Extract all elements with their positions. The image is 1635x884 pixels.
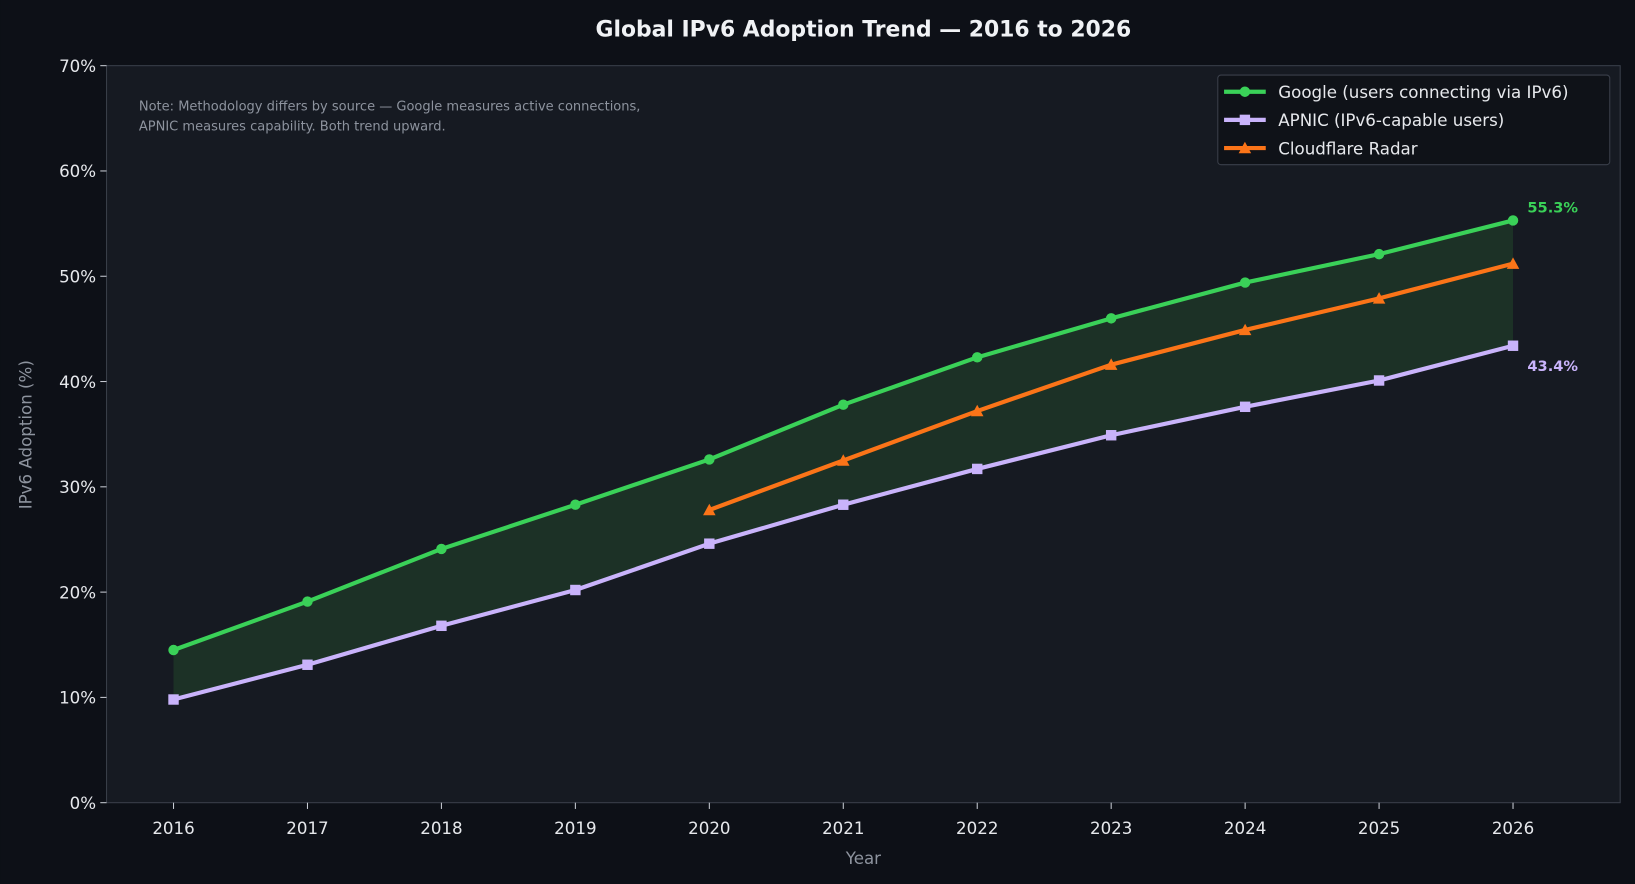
x-tick-label: 2018 — [420, 819, 462, 838]
y-tick-label: 20% — [59, 583, 96, 602]
x-tick-label: 2026 — [1492, 819, 1534, 838]
x-tick-label: 2017 — [286, 819, 328, 838]
data-point-square — [570, 584, 581, 596]
data-point-circle — [302, 596, 313, 607]
data-point-triangle — [1104, 358, 1118, 370]
data-point-triangle — [837, 454, 850, 466]
legend-label: Google (users connecting via IPv6) — [1278, 83, 1568, 102]
y-tick-label: 70% — [59, 57, 96, 76]
data-point-circle — [570, 499, 581, 510]
data-point-circle — [704, 454, 715, 465]
data-point-square — [838, 499, 849, 510]
data-point-circle — [436, 543, 447, 555]
data-point-circle — [972, 352, 983, 363]
apnic-end-label: 43.4% — [1527, 358, 1578, 375]
data-point-circle — [1105, 313, 1117, 324]
data-point-square — [1507, 340, 1519, 351]
data-point-circle — [838, 399, 849, 410]
data-point-square — [302, 659, 313, 670]
data-point-square — [1239, 401, 1251, 413]
data-point-circle — [1239, 277, 1251, 288]
data-point-circle — [1507, 215, 1519, 226]
google-end-label: 55.3% — [1527, 200, 1578, 217]
data-point-square — [168, 694, 179, 705]
data-point-triangle — [1372, 292, 1386, 304]
x-tick-label: 2016 — [152, 819, 194, 838]
legend-label: APNIC (IPv6-capable users) — [1278, 111, 1504, 130]
data-point-square — [1239, 114, 1251, 126]
series-triangle — [703, 257, 1520, 516]
series-square — [168, 340, 1519, 705]
data-point-triangle — [703, 503, 716, 516]
x-tick-label: 2020 — [688, 819, 730, 838]
y-tick-label: 40% — [59, 373, 96, 392]
data-point-circle — [168, 644, 179, 656]
note-line-2: APNIC measures capability. Both trend up… — [139, 119, 446, 134]
y-tick-label: 50% — [59, 268, 96, 287]
legend: Google (users connecting via IPv6) APNIC … — [1217, 74, 1611, 166]
data-point-square — [972, 463, 983, 475]
x-tick-label: 2024 — [1224, 819, 1266, 838]
x-tick-label: 2025 — [1358, 819, 1400, 838]
data-point-triangle — [1506, 257, 1520, 269]
y-tick-label: 30% — [59, 478, 96, 497]
data-point-square — [1105, 430, 1117, 441]
y-tick-label: 0% — [70, 794, 96, 813]
y-tick-label: 60% — [59, 162, 96, 181]
data-point-circle — [1373, 248, 1385, 260]
legend-label: Cloudflare Radar — [1278, 139, 1417, 158]
data-point-triangle — [970, 404, 984, 417]
data-point-square — [436, 620, 447, 632]
chart-title: Global IPv6 Adoption Trend — 2016 to 202… — [596, 17, 1132, 42]
series-circle — [168, 215, 1519, 656]
y-axis-label: IPv6 Adoption (%) — [16, 360, 35, 509]
data-point-triangle — [1238, 141, 1252, 154]
data-point-square — [704, 538, 715, 549]
data-point-square — [1373, 375, 1385, 386]
x-tick-label: 2022 — [956, 819, 998, 838]
x-tick-label: 2019 — [554, 819, 596, 838]
legend-box — [1217, 74, 1611, 166]
x-tick-label: 2023 — [1090, 819, 1132, 838]
data-point-triangle — [1238, 323, 1252, 336]
data-point-circle — [1239, 86, 1251, 97]
x-tick-label: 2021 — [822, 819, 864, 838]
note-line-1: Note: Methodology differs by source — Go… — [139, 100, 641, 115]
y-tick-label: 10% — [59, 689, 96, 708]
x-axis-label: Year — [845, 849, 881, 868]
